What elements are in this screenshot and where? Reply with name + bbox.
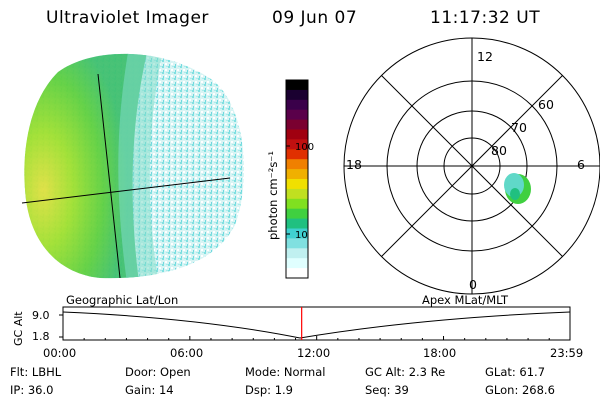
gc-alt-axis-label: GC Alt: [12, 311, 25, 346]
colorbar-segment: [286, 109, 308, 121]
colorbar-segment: [286, 179, 308, 190]
colorbar-tick-10: 10: [295, 230, 308, 241]
colorbar-segment: [286, 248, 308, 259]
colorbar-segment: [286, 80, 308, 91]
y-tick-1.8: 1.8: [32, 330, 50, 343]
info-ip: IP: 36.0: [10, 383, 54, 397]
colorbar-label: photon cm⁻²s⁻¹: [266, 151, 280, 240]
longitude-line: [97, 73, 121, 279]
x-tick-2359: 23:59: [550, 346, 583, 360]
colorbar-segment: [286, 208, 308, 220]
colorbar-frame: [285, 79, 309, 279]
info-flt: Flt: LBHL: [10, 365, 62, 379]
colorbar-segment: [286, 99, 308, 111]
colorbar: [285, 79, 309, 279]
colorbar-tick-100: 100: [295, 142, 314, 153]
colorbar-segment: [286, 139, 308, 150]
uv-disk-image: [21, 53, 244, 279]
mlt-label-12: 12: [477, 49, 493, 64]
altitude-timeline: Geographic Lat/Lon Apex MLat/MLT 9.0 1.8…: [12, 293, 583, 360]
colorbar-axis: 100 10 photon cm⁻²s⁻¹: [266, 142, 314, 241]
auroral-patch: [504, 173, 531, 204]
lat-label-80: 80: [491, 143, 507, 158]
x-tick-0000: 00:00: [43, 346, 76, 360]
colorbar-segment: [286, 149, 308, 160]
colorbar-segment: [286, 89, 308, 101]
lat-label-60: 60: [538, 97, 554, 112]
colorbar-segment: [286, 119, 308, 130]
timeline-left-label: Geographic Lat/Lon: [66, 293, 178, 307]
colorbar-segment: [286, 198, 308, 210]
timeline-xticks: [62, 336, 571, 340]
colorbar-segment: [286, 218, 308, 229]
colorbar-segment: [286, 228, 308, 239]
info-door: Door: Open: [125, 365, 191, 379]
colorbar-segment: [286, 169, 308, 180]
colorbar-segment: [286, 258, 308, 269]
polar-labels: 12 0 18 6 60 70 80: [346, 49, 585, 292]
colorbar-segment: [286, 238, 308, 249]
polar-plot: [343, 37, 600, 295]
latitude-line: [21, 177, 231, 204]
instrument-title: Ultraviolet Imager: [46, 8, 209, 28]
x-tick-1800: 18:00: [423, 346, 456, 360]
info-dsp: Dsp: 1.9: [245, 383, 293, 397]
lat-label-70: 70: [511, 120, 527, 135]
date-label: 09 Jun 07: [272, 8, 358, 28]
info-gc-alt: GC Alt: 2.3 Re: [365, 365, 446, 379]
altitude-curve: [62, 311, 571, 339]
mlt-label-18: 18: [346, 157, 362, 172]
colorbar-segment: [286, 268, 308, 279]
mlt-label-6: 6: [577, 157, 585, 172]
info-glat: GLat: 61.7: [485, 365, 546, 379]
mlt-label-0: 0: [469, 277, 477, 292]
y-tick-9: 9.0: [32, 309, 50, 322]
info-gain: Gain: 14: [125, 383, 174, 397]
info-mode: Mode: Normal: [245, 365, 326, 379]
info-glon: GLon: 268.6: [485, 383, 555, 397]
colorbar-segment: [286, 129, 308, 140]
x-tick-0600: 06:00: [170, 346, 203, 360]
colorbar-segment: [286, 159, 308, 170]
x-tick-1200: 12:00: [297, 346, 330, 360]
info-seq: Seq: 39: [365, 383, 409, 397]
time-label: 11:17:32 UT: [430, 8, 541, 28]
timeline-right-label: Apex MLat/MLT: [422, 293, 509, 307]
colorbar-segment: [286, 188, 308, 200]
